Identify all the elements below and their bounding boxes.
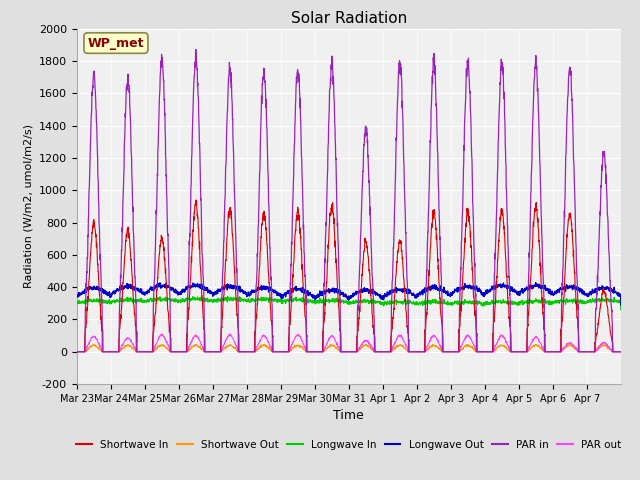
Legend: Shortwave In, Shortwave Out, Longwave In, Longwave Out, PAR in, PAR out: Shortwave In, Shortwave Out, Longwave In…: [72, 435, 625, 454]
Title: Solar Radiation: Solar Radiation: [291, 11, 407, 26]
Y-axis label: Radiation (W/m2, umol/m2/s): Radiation (W/m2, umol/m2/s): [24, 124, 33, 288]
X-axis label: Time: Time: [333, 409, 364, 422]
Text: WP_met: WP_met: [88, 36, 144, 49]
